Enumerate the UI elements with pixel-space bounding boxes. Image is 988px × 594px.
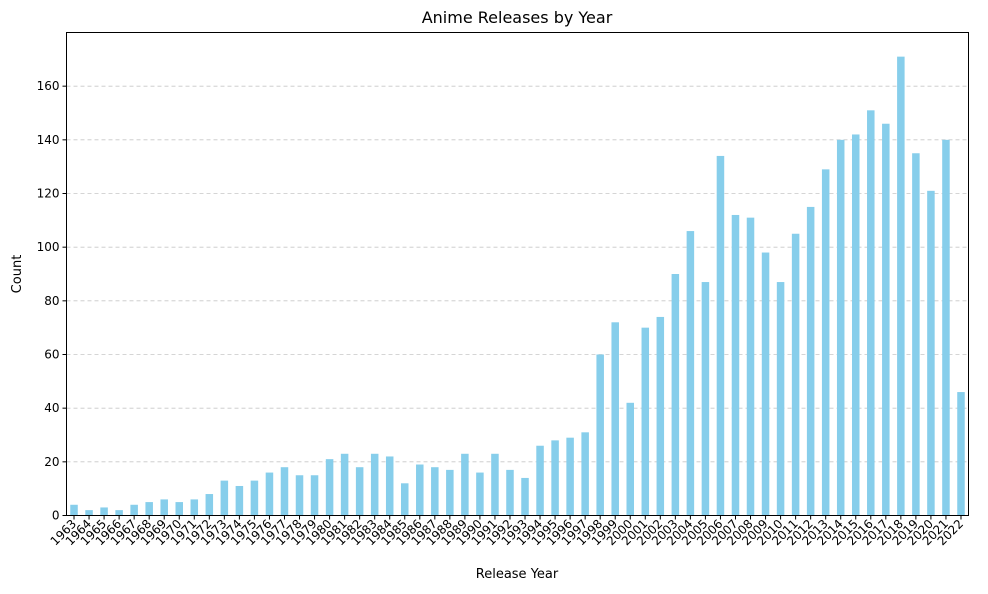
bar xyxy=(115,510,123,516)
chart-title: Anime Releases by Year xyxy=(422,8,613,27)
y-tick-label: 20 xyxy=(44,455,59,469)
y-axis: 0 20 40 60 80 100 120 140 160 xyxy=(37,79,67,523)
y-tick-label: 140 xyxy=(37,133,60,147)
bar xyxy=(416,464,424,516)
bar xyxy=(431,467,439,516)
bar xyxy=(446,469,454,516)
bar xyxy=(265,472,274,516)
bar xyxy=(235,485,244,516)
bar xyxy=(340,453,349,516)
bar xyxy=(551,440,559,516)
y-tick-label: 120 xyxy=(37,187,60,201)
bar xyxy=(521,477,529,516)
bar xyxy=(461,453,469,516)
bar xyxy=(671,274,680,516)
bar xyxy=(385,456,394,516)
bar xyxy=(250,480,259,516)
y-axis-label: Count xyxy=(10,255,25,294)
bars xyxy=(70,56,965,516)
bar xyxy=(295,475,304,516)
bar xyxy=(536,445,544,516)
bar xyxy=(656,316,665,516)
y-tick-label: 80 xyxy=(44,294,59,308)
bar xyxy=(190,499,199,516)
bar xyxy=(325,459,334,516)
bar xyxy=(791,233,800,516)
bar xyxy=(310,475,319,516)
x-axis-label: Release Year xyxy=(476,567,559,582)
plot-frame xyxy=(66,32,969,516)
bar xyxy=(641,327,650,516)
bar xyxy=(280,467,289,516)
bar xyxy=(85,510,93,516)
bar xyxy=(175,502,184,516)
bar xyxy=(400,483,409,516)
bar xyxy=(220,480,229,516)
bar xyxy=(626,402,635,516)
bar xyxy=(912,153,920,516)
y-tick-label: 40 xyxy=(44,401,59,415)
bar xyxy=(761,252,770,516)
bar xyxy=(867,110,875,516)
bar xyxy=(100,507,108,516)
y-tick-label: 160 xyxy=(37,79,60,93)
bar xyxy=(836,139,845,516)
bar xyxy=(882,123,890,516)
y-tick-label: 100 xyxy=(37,240,60,254)
bar xyxy=(731,214,740,516)
y-tick-label: 0 xyxy=(52,509,60,523)
bar xyxy=(686,231,695,516)
bar xyxy=(566,437,574,516)
bar xyxy=(897,56,905,516)
bar xyxy=(70,504,78,516)
grid-lines xyxy=(66,85,969,463)
bar xyxy=(145,502,153,516)
bar xyxy=(491,453,499,516)
bar xyxy=(370,453,379,516)
bar xyxy=(506,469,514,516)
bar xyxy=(130,504,138,516)
bar xyxy=(942,139,950,516)
bar xyxy=(716,155,725,516)
bar xyxy=(776,282,785,516)
bar xyxy=(205,494,214,516)
bar xyxy=(821,169,830,516)
bar xyxy=(851,134,860,516)
bar xyxy=(355,467,364,516)
bar xyxy=(160,499,168,516)
y-tick-label: 60 xyxy=(44,348,59,362)
bar xyxy=(957,392,965,516)
bar xyxy=(927,190,935,516)
bar xyxy=(701,282,710,516)
bar xyxy=(746,217,755,516)
x-axis: 1963196419651966196719681969197019711972… xyxy=(48,515,966,548)
bar xyxy=(581,432,589,516)
bar xyxy=(596,354,604,516)
bar xyxy=(611,322,619,516)
bar xyxy=(806,206,815,516)
bar xyxy=(476,472,484,516)
